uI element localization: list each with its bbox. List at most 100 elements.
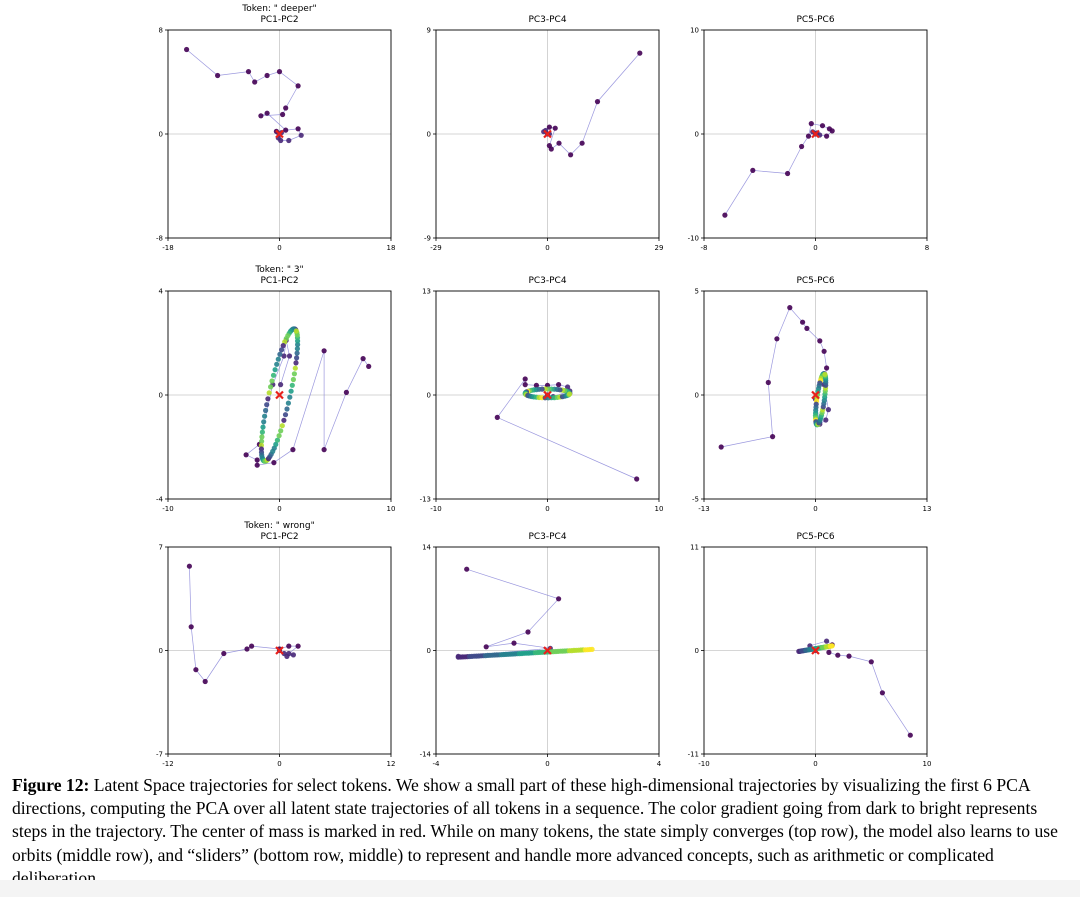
- center-of-mass-marker: [543, 390, 552, 400]
- y-tick-label: 0: [695, 647, 699, 655]
- trajectory-point: [188, 624, 194, 630]
- y-tick-label: 0: [159, 131, 163, 139]
- trajectory-point: [261, 419, 267, 425]
- trajectory-point: [868, 659, 874, 665]
- trajectory-group: [718, 305, 832, 450]
- y-tick-label: 0: [159, 392, 163, 400]
- panel-title: PC1-PC2: [260, 532, 298, 542]
- center-of-mass-marker: [543, 646, 552, 655]
- trajectory-point: [824, 365, 830, 371]
- y-tick-label: -4: [156, 496, 164, 504]
- chart-panel-2: PC3-PC4 -29 0 29 -9 0 9: [424, 15, 663, 252]
- panel-title: PC3-PC4: [528, 532, 566, 542]
- trajectory-point: [270, 372, 277, 378]
- y-tick-label: 13: [422, 288, 431, 296]
- x-tick-label: 12: [387, 760, 396, 768]
- x-tick-label: 10: [923, 760, 932, 768]
- y-tick-label: 0: [427, 647, 431, 655]
- center-of-mass-marker: [811, 646, 820, 655]
- center-of-mass-marker: [811, 390, 820, 400]
- y-tick-label: 0: [695, 392, 699, 400]
- x-tick-label: 10: [655, 505, 664, 513]
- trajectory-point: [808, 121, 814, 127]
- trajectory-point: [765, 379, 771, 386]
- y-tick-label: 0: [159, 647, 163, 655]
- y-tick-label: 4: [159, 288, 164, 296]
- trajectory-point: [283, 127, 289, 133]
- caption-text: Latent Space trajectories for select tok…: [12, 775, 1058, 888]
- trajectory-point: [298, 132, 304, 138]
- y-tick-label: 7: [159, 544, 163, 552]
- trajectory-point: [799, 143, 805, 150]
- trajectory-point: [295, 342, 301, 348]
- trajectory-point: [829, 643, 835, 649]
- trajectory-point: [279, 347, 285, 353]
- trajectory-point: [278, 428, 284, 434]
- row-title: Token: " deeper": [241, 4, 316, 14]
- y-tick-label: -9: [424, 235, 431, 243]
- trajectory-point: [785, 170, 791, 177]
- trajectory-group: [455, 566, 595, 660]
- trajectory-point: [290, 447, 296, 453]
- x-tick-label: 18: [387, 244, 396, 252]
- y-tick-label: 8: [159, 27, 163, 35]
- trajectory-point: [522, 376, 528, 382]
- trajectory-point: [804, 325, 810, 331]
- trajectory-point: [805, 133, 812, 139]
- trajectory-point: [202, 678, 208, 685]
- trajectory-point: [835, 652, 841, 658]
- x-tick-label: 0: [545, 505, 549, 513]
- trajectory-point: [276, 433, 282, 439]
- trajectory-point: [280, 111, 286, 118]
- trajectory-point: [186, 563, 192, 569]
- trajectory-point: [819, 123, 826, 129]
- trajectory-point: [294, 355, 300, 361]
- panel-title: PC5-PC6: [796, 532, 834, 542]
- chart-panel-9: PC5-PC6 -10 0 10 -11 0 11: [688, 532, 932, 768]
- trajectory-point: [295, 643, 301, 649]
- trajectory-point: [464, 566, 470, 572]
- panel-title: PC3-PC4: [528, 15, 566, 25]
- x-tick-label: -13: [698, 505, 709, 513]
- trajectory-point: [546, 124, 553, 130]
- x-tick-label: -29: [430, 244, 441, 252]
- chart-panel-6: PC5-PC6 -13 0 13 -5 0 5: [692, 276, 931, 513]
- bottom-bar: [0, 880, 1080, 897]
- trajectory-point: [249, 643, 255, 649]
- trajectory-point: [722, 212, 728, 218]
- trajectory-point: [277, 351, 283, 357]
- trajectory-point: [272, 367, 278, 373]
- trajectory-point: [824, 638, 830, 644]
- x-tick-label: 10: [387, 505, 396, 513]
- x-tick-label: -18: [162, 244, 173, 252]
- trajectory-point: [770, 434, 776, 440]
- trajectory-point: [286, 353, 293, 359]
- trajectory-point: [285, 400, 291, 406]
- trajectory-point: [289, 382, 295, 388]
- y-tick-label: 0: [695, 131, 699, 139]
- trajectory-point: [787, 305, 793, 311]
- trajectory-point: [184, 46, 190, 53]
- y-tick-label: -8: [156, 235, 163, 243]
- trajectory-point: [281, 353, 287, 359]
- trajectory-point: [281, 650, 287, 657]
- trajectory-group: [186, 563, 301, 685]
- trajectory-point: [245, 69, 252, 75]
- y-tick-label: -11: [688, 751, 699, 759]
- x-tick-label: -8: [701, 244, 708, 252]
- trajectory-point: [546, 143, 553, 149]
- trajectory-point: [321, 447, 327, 453]
- y-tick-label: 11: [690, 544, 699, 552]
- x-tick-label: 0: [545, 244, 549, 252]
- trajectory-line: [458, 568, 560, 657]
- x-tick-label: -10: [698, 760, 709, 768]
- trajectory-point: [266, 390, 272, 396]
- trajectory-point: [494, 414, 500, 420]
- chart-panel-3: PC5-PC6 -8 0 8 -10 0 10: [688, 15, 930, 252]
- trajectory-point: [264, 402, 270, 408]
- trajectory-point: [846, 653, 852, 659]
- x-tick-label: 4: [657, 760, 662, 768]
- trajectory-point: [556, 140, 562, 146]
- center-of-mass-marker: [811, 129, 820, 139]
- trajectory-point: [360, 356, 366, 362]
